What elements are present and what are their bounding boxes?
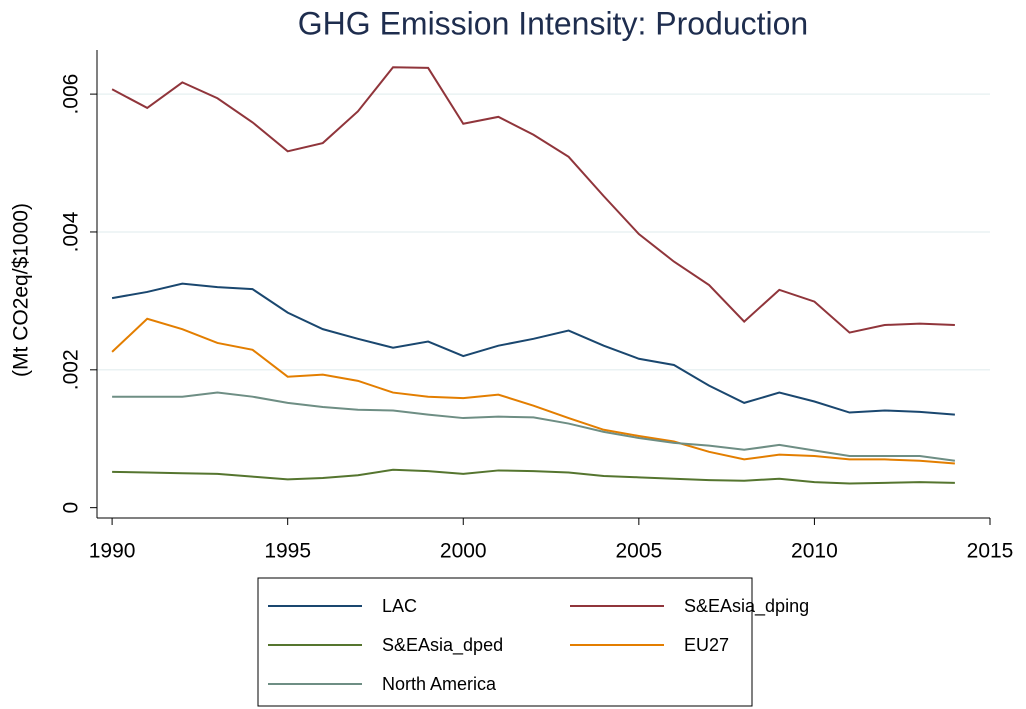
legend-label: S&EAsia_dping — [684, 596, 809, 617]
legend-box — [257, 577, 753, 707]
series-line — [111, 66, 955, 334]
series-line — [111, 282, 955, 416]
x-tick-label: 1990 — [89, 540, 136, 563]
x-tick-label: 2000 — [440, 540, 487, 563]
y-tick-label: .004 — [60, 211, 83, 252]
legend-label: S&EAsia_dped — [382, 635, 503, 656]
y-tick-label: .006 — [60, 74, 83, 115]
legend-label: North America — [382, 674, 497, 694]
y-axis-label: (Mt CO2eq/$1000) — [10, 203, 33, 377]
series-line — [111, 317, 955, 465]
y-tick-label: .002 — [60, 349, 83, 390]
x-tick-label: 2010 — [791, 540, 838, 563]
chart-title: GHG Emission Intensity: Production — [298, 5, 808, 41]
series-line — [112, 468, 955, 485]
x-tick-label: 2005 — [615, 540, 662, 563]
y-tick-label: 0 — [60, 502, 83, 514]
series-line — [112, 391, 956, 462]
legend-label: EU27 — [684, 635, 729, 655]
x-tick-label: 1995 — [264, 540, 311, 563]
legend-label: LAC — [382, 596, 417, 616]
x-tick-label: 2015 — [967, 540, 1014, 563]
